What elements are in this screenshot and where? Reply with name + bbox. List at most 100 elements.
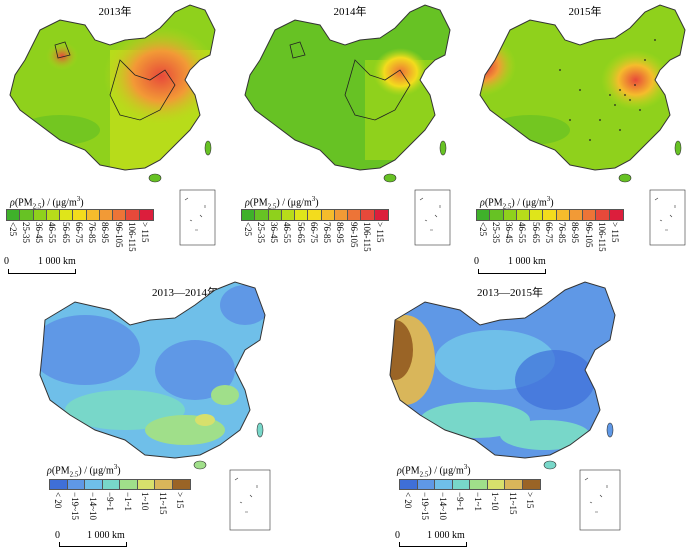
legend-class-label: 36-45: [269, 222, 280, 243]
taiwan-island: [674, 140, 682, 156]
legend-class-label: 66-75: [73, 222, 84, 243]
legend-class-label: 96-105: [113, 222, 124, 248]
legend-class-label: 76-85: [322, 222, 333, 243]
legend-swatch: [452, 480, 470, 489]
legend-swatch: [255, 210, 269, 220]
panel-title: 2013—2015年: [477, 287, 543, 299]
legend-swatch: [348, 210, 362, 220]
legend-swatch: [20, 210, 34, 220]
legend-class-label: 46-55: [282, 222, 293, 243]
legend-swatch: [46, 210, 61, 220]
pm25-surface: [40, 282, 265, 458]
legend-class-label: < 20: [402, 492, 413, 509]
legend-class-label: −1~1: [122, 492, 133, 511]
legend-swatch: [490, 210, 504, 220]
legend-swatch: [268, 210, 282, 220]
legend-swatch: [374, 210, 388, 220]
pm25-surface: [245, 5, 450, 170]
legend-swatch: [120, 480, 138, 489]
taiwan-island: [204, 140, 212, 156]
scale-bar: 0 1 000 km: [474, 256, 554, 276]
legend-title: ρ(PM2.5) / (μg/m3): [10, 195, 84, 211]
basin-boundary: [54, 41, 71, 59]
legend-class-label: 36-45: [504, 222, 515, 243]
south-china-sea-inset: [179, 189, 216, 246]
panel-title: 2013—2014年: [152, 287, 218, 299]
legend-class-label: 56-65: [295, 222, 306, 243]
legend-swatch: [172, 480, 190, 489]
legend-class-label: −1~1: [472, 492, 483, 511]
pm25-map-2013: [9, 4, 216, 246]
legend-swatch: [7, 210, 21, 220]
legend-class-label: 86-95: [100, 222, 111, 243]
south-china-sea-inset: [649, 189, 686, 246]
legend-class-label: −19~15: [420, 492, 431, 520]
legend-title: ρ(PM2.5) / (μg/m3): [47, 463, 121, 479]
legend-class-label: 96-105: [348, 222, 359, 248]
legend-class-label: <25: [242, 222, 253, 237]
legend-swatch: [50, 480, 68, 489]
legend-swatch: [487, 480, 505, 489]
legend-class-label: > 115: [610, 222, 621, 243]
legend-swatch: [60, 210, 74, 220]
scale-bar: 0 1 000 km: [4, 256, 84, 276]
legend-swatch: [73, 210, 87, 220]
legend-swatch: [99, 210, 114, 220]
legend-class-label: −9~1: [455, 492, 466, 511]
hainan-island: [383, 173, 397, 183]
legend-class-label: 25-35: [255, 222, 266, 243]
legend-class-label: 86-95: [335, 222, 346, 243]
legend-swatch: [543, 210, 557, 220]
legend-class-label: 11~15: [157, 492, 168, 515]
legend-swatches: [241, 209, 389, 221]
panel-2013: 2013年 ρ(PM2.5) / (μg/m3: [0, 0, 230, 275]
panel-title: 2013年: [98, 6, 132, 18]
legend-swatch: [516, 210, 531, 220]
taiwan-island: [439, 140, 447, 156]
hotspot-boundary: [109, 59, 176, 121]
legend-swatch: [102, 480, 120, 489]
legend-class-label: 56-65: [530, 222, 541, 243]
legend-class-label: −14~10: [87, 492, 98, 520]
scale-bar: 0 1 000 km: [55, 530, 135, 547]
legend-swatch: [334, 210, 349, 220]
south-china-sea-inset: [414, 189, 451, 246]
legend-swatches: [399, 479, 541, 490]
legend-swatch: [477, 210, 491, 220]
legend-swatch: [295, 210, 309, 220]
basin-boundary: [289, 41, 306, 59]
legend-title: ρ(PM2.5) / (μg/m3): [480, 195, 554, 211]
legend-swatches: [49, 479, 191, 490]
monitoring-sites: [559, 39, 656, 141]
pm25-map-2014: [244, 4, 451, 246]
legend-class-label: 76-85: [557, 222, 568, 243]
legend-class-label: −14~10: [437, 492, 448, 520]
legend-swatch: [281, 210, 296, 220]
pm25-surface: [480, 5, 685, 170]
legend-swatch: [361, 210, 375, 220]
taiwan-island: [606, 422, 614, 438]
legend-class-label: 1~10: [490, 492, 501, 511]
legend-class-label: > 15: [175, 492, 186, 509]
legend-swatch: [67, 480, 85, 489]
legend-swatch: [609, 210, 623, 220]
legend-swatch: [85, 480, 103, 489]
hainan-island: [618, 173, 632, 183]
legend-class-label: 46-55: [517, 222, 528, 243]
legend-class-label: 46-55: [47, 222, 58, 243]
legend-class-label: 106-115: [597, 222, 608, 252]
legend-class-label: 36-45: [34, 222, 45, 243]
legend-swatch: [308, 210, 322, 220]
legend-class-label: 106-115: [127, 222, 138, 252]
legend-swatch: [86, 210, 100, 220]
legend-class-label: > 15: [525, 492, 536, 509]
legend-class-label: > 115: [375, 222, 386, 243]
legend-swatches: [476, 209, 624, 221]
legend-class-label: 86-95: [570, 222, 581, 243]
hainan-island: [193, 460, 207, 470]
panel-title: 2014年: [333, 6, 367, 18]
legend-swatch: [242, 210, 256, 220]
south-china-sea-inset: [229, 469, 271, 531]
hotspot-boundary: [344, 59, 411, 121]
panel-title: 2015年: [568, 6, 602, 18]
